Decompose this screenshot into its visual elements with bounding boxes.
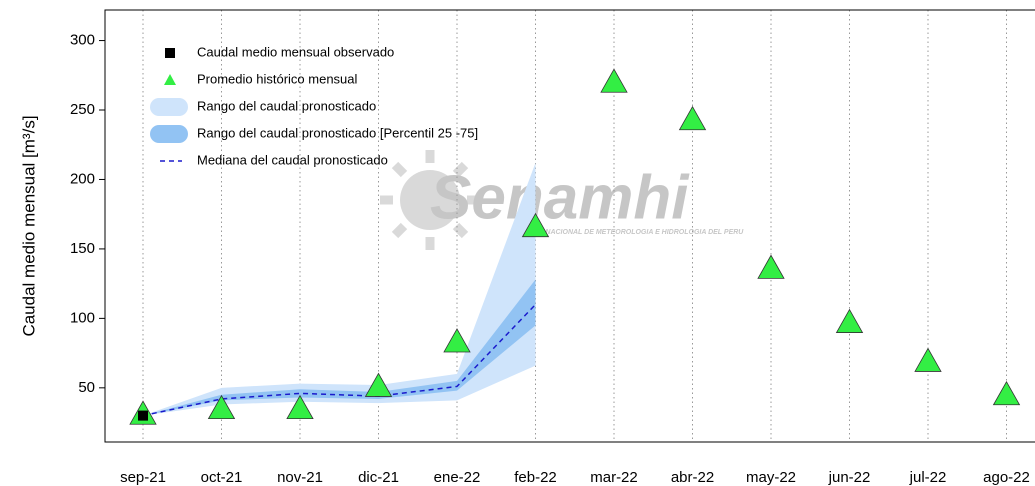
y-tick-label: 50 xyxy=(78,379,95,396)
watermark-sun xyxy=(400,170,460,230)
y-axis-label: Caudal medio mensual [m³/s] xyxy=(19,115,38,336)
triangle-marker xyxy=(521,212,550,238)
legend-label: Caudal medio mensual observado xyxy=(197,44,394,59)
plot-frame xyxy=(104,9,1035,443)
watermark-title: Senamhi xyxy=(430,163,690,232)
legend-swatch xyxy=(164,74,176,85)
triangle-marker xyxy=(286,394,314,420)
x-tick-label: nov-21 xyxy=(277,469,323,486)
y-tick-label: 250 xyxy=(70,101,95,118)
legend-label: Rango del caudal pronosticado xyxy=(197,98,376,113)
x-tick-label: dic-21 xyxy=(358,469,399,486)
x-tick-label: oct-21 xyxy=(201,469,243,486)
x-tick-label: may-22 xyxy=(746,469,796,486)
legend-label: Rango del caudal pronosticado [Percentil… xyxy=(197,125,478,140)
median-line xyxy=(142,303,537,417)
legend-swatch xyxy=(165,48,175,58)
triangle-marker xyxy=(678,105,707,131)
y-tick-label: 300 xyxy=(70,32,95,49)
triangle-marker xyxy=(207,394,236,420)
triangle-marker xyxy=(835,308,864,333)
legend-swatch xyxy=(150,98,188,116)
triangle-marker xyxy=(443,328,471,353)
watermark-subtitle: SERVICIO NACIONAL DE METEOROLOGIA E HIDR… xyxy=(510,229,744,236)
x-tick-label: ene-22 xyxy=(434,469,481,486)
legend: Caudal medio mensual observado Promedio h… xyxy=(150,44,478,167)
y-tick-label: 100 xyxy=(70,309,95,326)
x-tick-label: mar-22 xyxy=(590,469,638,486)
triangle-marker xyxy=(600,68,628,93)
watermark: Senamhi SERVICIO NACIONAL DE METEOROLOGI… xyxy=(380,150,744,250)
triangle-marker xyxy=(914,347,942,372)
legend-label: Mediana del caudal pronosticado xyxy=(197,152,388,167)
x-tick-label: jul-22 xyxy=(909,469,947,486)
x-tick-label: ago-22 xyxy=(983,469,1030,486)
triangle-marker xyxy=(364,372,393,397)
legend-label: Promedio histórico mensual xyxy=(197,71,358,86)
x-tick-label: sep-21 xyxy=(120,469,166,486)
legend-swatch xyxy=(150,125,188,143)
x-tick-label: jun-22 xyxy=(828,469,871,486)
x-tick-label: feb-22 xyxy=(514,469,557,486)
triangle-marker xyxy=(757,254,785,279)
square-marker xyxy=(138,410,148,421)
x-tick-label: abr-22 xyxy=(671,469,714,486)
y-tick-label: 150 xyxy=(70,240,95,257)
y-tick-label: 200 xyxy=(70,170,95,187)
triangle-marker xyxy=(992,380,1021,406)
